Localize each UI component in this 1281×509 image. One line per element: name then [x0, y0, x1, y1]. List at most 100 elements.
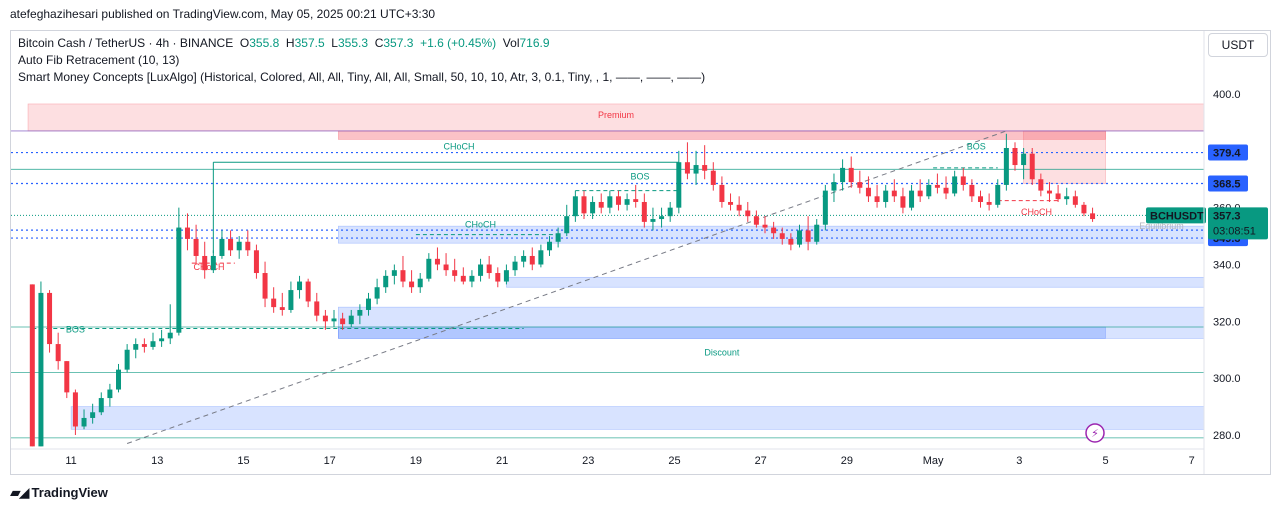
structure-label-4: BOS	[66, 325, 85, 335]
candle-body-80	[719, 184, 725, 202]
candle-body-9	[107, 389, 113, 399]
candle-body-72	[650, 219, 656, 222]
candle-body-74	[667, 207, 673, 217]
indicator-smc[interactable]: Smart Money Concepts [LuxAlgo] (Historic…	[18, 70, 706, 84]
structure-label-7: Equilibrium	[1139, 221, 1184, 231]
zone-premium-0	[27, 103, 1204, 132]
price-label-368.5: 368.5	[1213, 179, 1241, 191]
candle-body-36	[340, 318, 346, 325]
candle-body-8	[98, 398, 104, 413]
candle-body-32	[305, 281, 311, 302]
structure-label-0: CHoCH	[443, 141, 474, 151]
candle-body-44	[409, 281, 415, 288]
candle-body-110	[978, 196, 984, 202]
candle-body-38	[357, 309, 363, 316]
volume-value: 716.9	[519, 36, 550, 50]
candle-body-81	[728, 201, 734, 205]
candle-body-13	[141, 344, 147, 347]
structure-label-6: CHoCH	[1021, 207, 1052, 217]
structure-label-2: CHoCH	[465, 220, 496, 230]
candle-body-58	[529, 255, 535, 265]
candle-body-45	[417, 278, 423, 288]
current-symbol-label: BCHUSDT	[1150, 210, 1204, 222]
candle-body-66	[598, 201, 604, 208]
candle-body-46	[426, 258, 432, 279]
candle-body-88	[788, 238, 794, 245]
candle-body-14	[150, 341, 156, 347]
candle-body-65	[590, 201, 596, 214]
candle-body-113	[1003, 147, 1009, 185]
candle-body-100	[891, 190, 897, 197]
candle-body-103	[917, 190, 923, 197]
low-label: L	[331, 36, 338, 50]
indicator-fib[interactable]: Auto Fib Retracement (10, 13)	[18, 53, 180, 67]
candle-body-90	[805, 230, 811, 242]
candle-body-118	[1046, 190, 1052, 194]
candle-body-114	[1012, 147, 1018, 166]
x-tick-label: 23	[582, 455, 594, 467]
x-tick-label: 19	[410, 455, 422, 467]
alert-bolt-icon: ⚡	[1091, 427, 1099, 440]
high-label: H	[285, 36, 295, 50]
x-tick-label: 13	[151, 455, 163, 467]
currency-button[interactable]: USDT	[1208, 33, 1268, 57]
x-tick-label: 11	[65, 455, 76, 467]
candle-body-85	[762, 224, 768, 228]
candle-body-22	[219, 238, 225, 256]
structure-label-5: BOS	[967, 141, 986, 151]
candle-body-7	[90, 412, 96, 418]
candle-body-96	[857, 182, 863, 188]
candle-body-106	[943, 187, 949, 194]
candle-body-119	[1055, 193, 1061, 200]
x-tick-label: 27	[755, 455, 767, 467]
candle-body-52	[478, 264, 484, 276]
tradingview-logo[interactable]: ▰◢ TradingView	[10, 484, 108, 501]
candle-body-42	[391, 270, 397, 276]
candle-body-75	[676, 162, 682, 208]
x-tick-label: 21	[496, 455, 508, 467]
candle-body-70	[633, 199, 639, 202]
x-tick-label: 29	[841, 455, 853, 467]
candle-body-111	[986, 201, 992, 205]
candle-body-112	[995, 184, 1001, 205]
open-value: 355.8	[249, 36, 280, 50]
open-label: O	[239, 36, 250, 50]
candle-body-1	[38, 292, 44, 447]
x-tick-label: 15	[237, 455, 249, 467]
y-tick-label: 320.0	[1213, 316, 1241, 328]
candle-body-53	[486, 264, 492, 274]
candle-body-10	[116, 369, 122, 390]
x-tick-label: 7	[1189, 455, 1195, 467]
candle-body-18	[184, 227, 190, 239]
candle-body-60	[547, 241, 553, 251]
candle-body-12	[133, 344, 139, 350]
candle-body-30	[288, 290, 294, 310]
zone-label-discount: Discount	[704, 347, 740, 357]
candle-body-79	[710, 170, 716, 185]
candle-body-54	[495, 273, 501, 282]
structure-label-3: CHoCH	[194, 262, 225, 272]
candle-body-116	[1029, 153, 1035, 180]
candle-body-51	[469, 275, 475, 282]
candle-body-6	[81, 417, 87, 427]
candle-body-47	[434, 258, 440, 265]
candle-body-11	[124, 349, 130, 370]
symbol-title[interactable]: Bitcoin Cash / TetherUS · 4h · BINANCE	[18, 36, 234, 50]
candle-body-76	[684, 162, 690, 174]
candle-body-104	[926, 184, 932, 197]
candle-body-63	[572, 196, 578, 217]
alert-icon	[1085, 423, 1105, 443]
candle-body-50	[460, 275, 466, 282]
candle-body-94	[840, 167, 846, 183]
candle-body-39	[365, 298, 371, 310]
candle-body-2	[47, 292, 53, 345]
price-label-bg-379.4	[1208, 144, 1248, 161]
x-tick-label: 17	[324, 455, 336, 467]
low-value: 355.3	[337, 36, 369, 50]
candle-body-33	[314, 301, 320, 316]
candle-body-115	[1021, 153, 1027, 166]
candle-body-37	[348, 315, 354, 325]
candle-body-49	[452, 270, 458, 276]
price-label-379.4: 379.4	[1213, 148, 1241, 160]
